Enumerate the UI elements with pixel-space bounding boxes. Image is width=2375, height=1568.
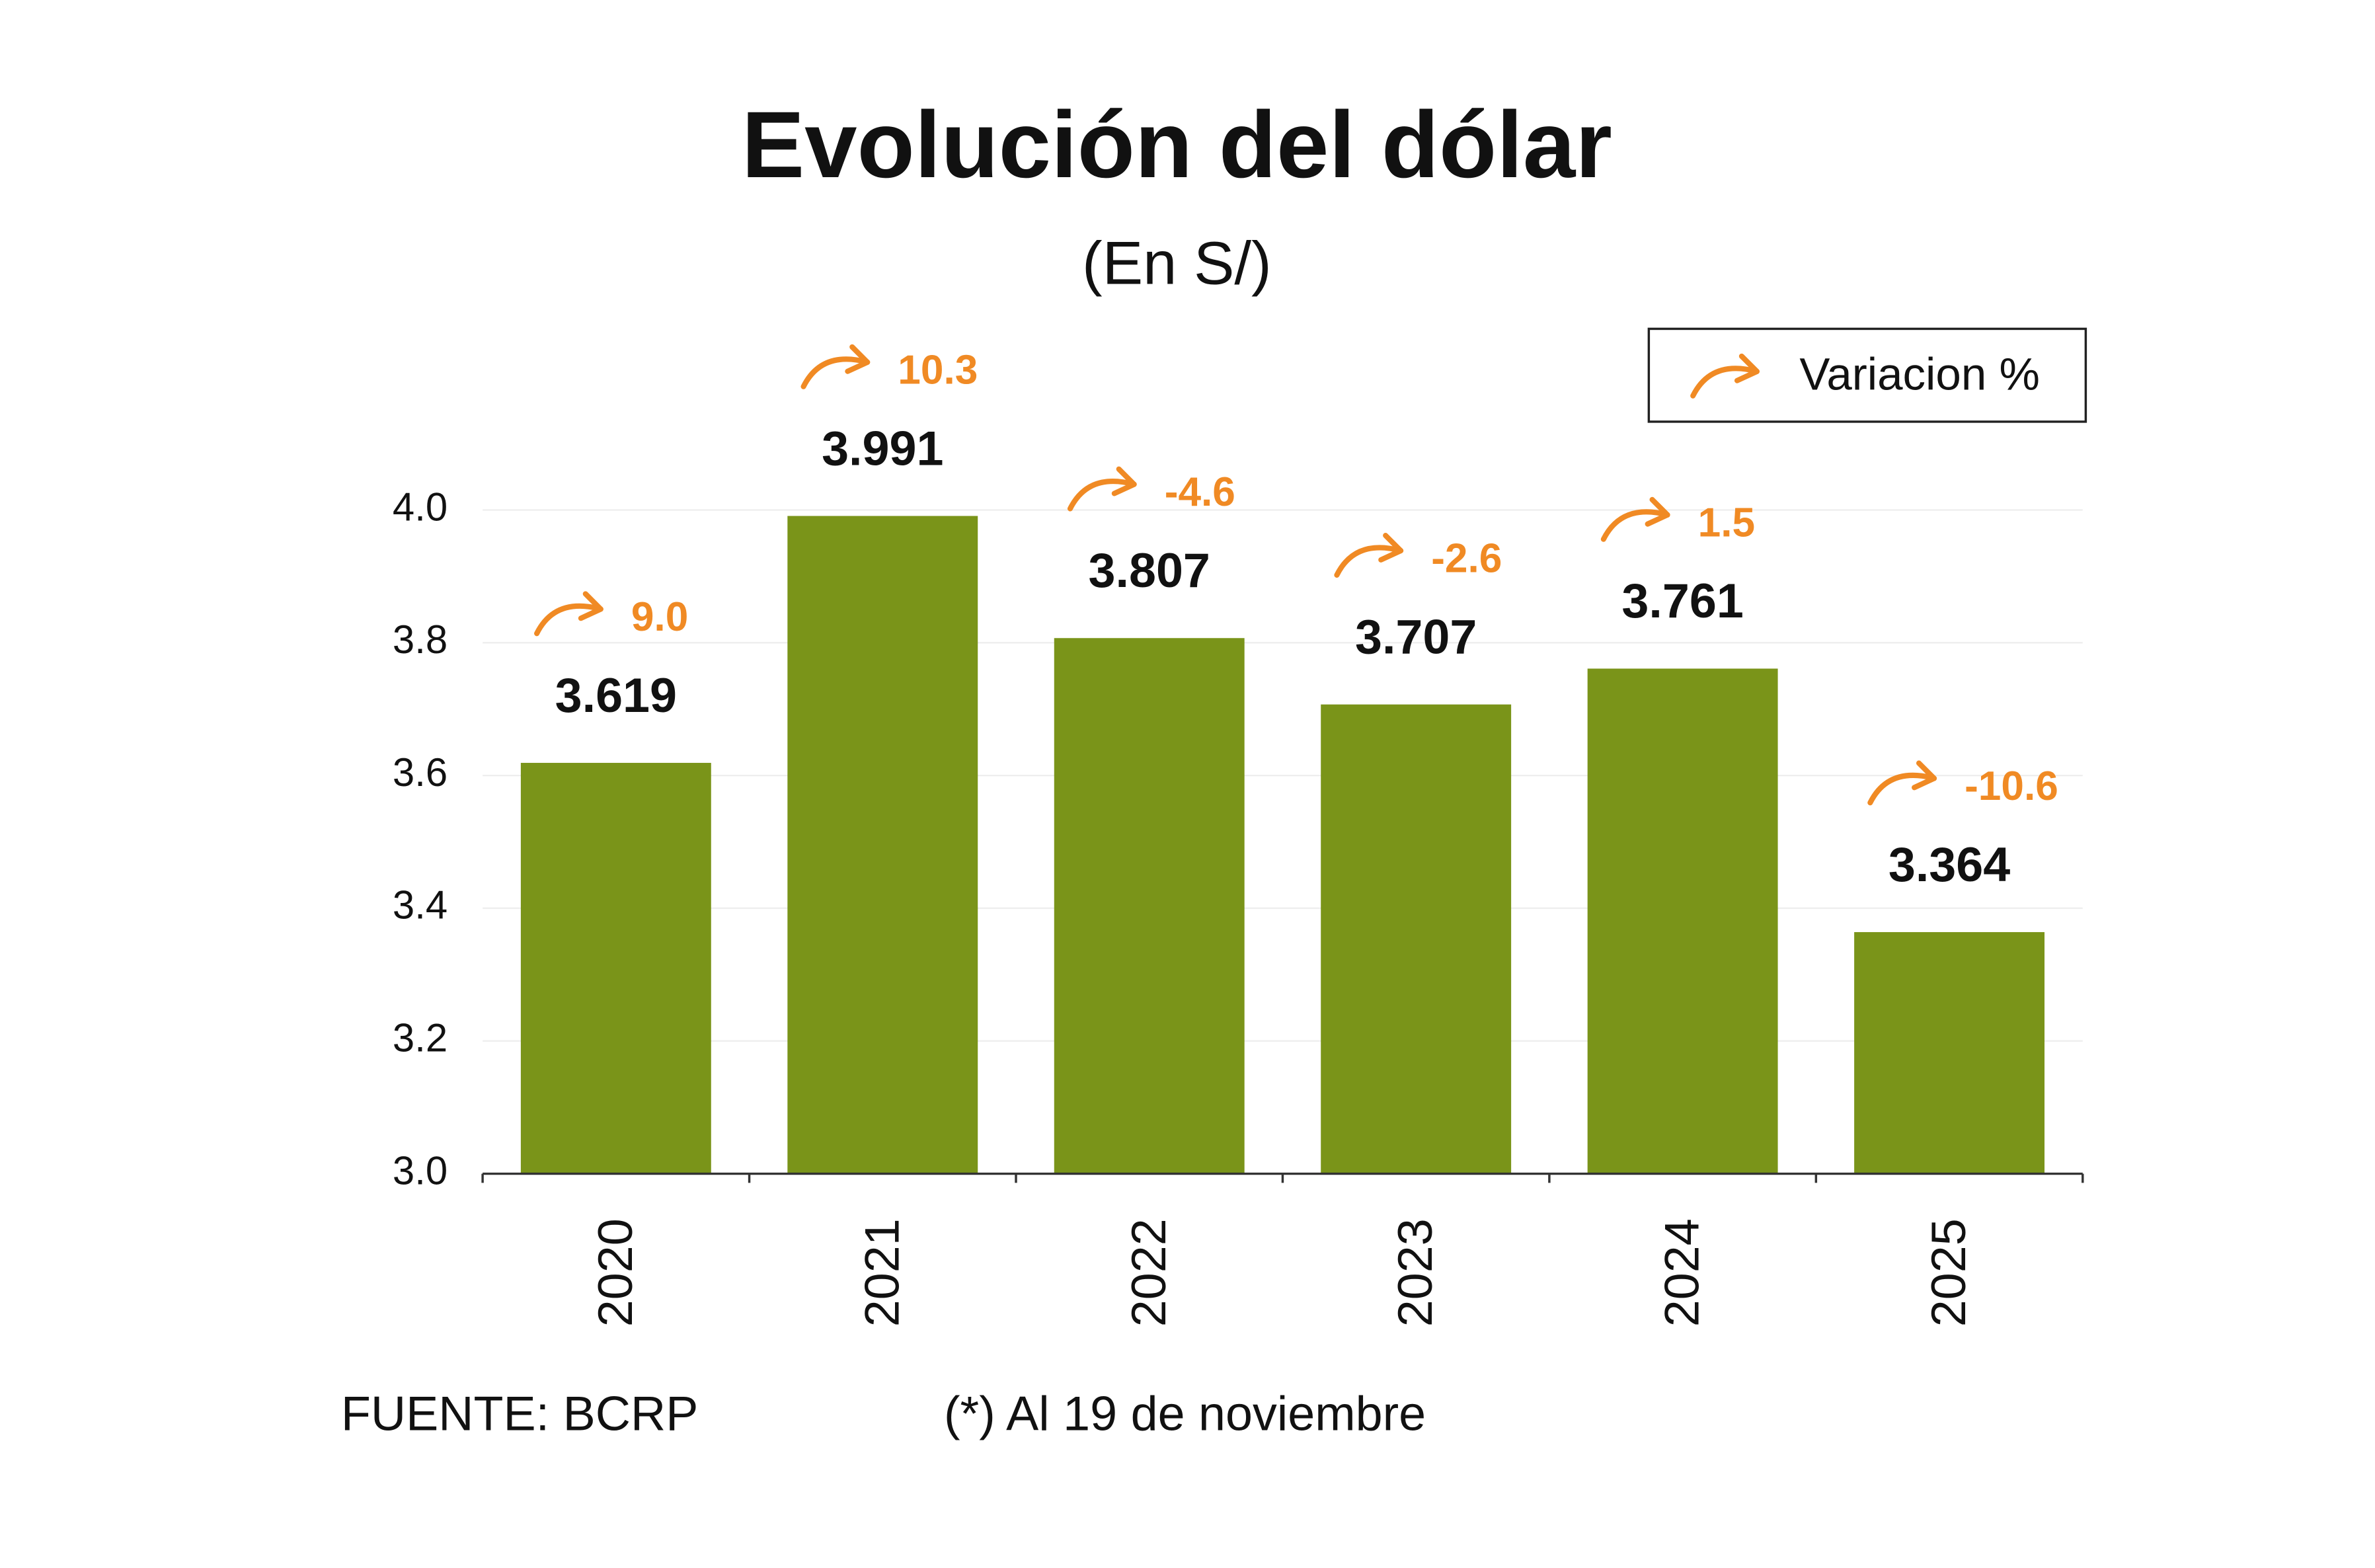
variation-arrowhead <box>1645 496 1670 527</box>
value-label: 3.807 <box>1089 543 1210 598</box>
variation-arrowhead <box>1734 353 1760 383</box>
source: FUENTE: BCRP <box>341 1386 698 1440</box>
variation-arrow <box>1067 479 1137 512</box>
x-tick-label: 2024 <box>1655 1218 1709 1327</box>
variation-label: -4.6 <box>1165 469 1235 515</box>
x-tick-label: 2023 <box>1387 1218 1442 1327</box>
y-tick-label: 3.6 <box>393 750 448 795</box>
bar <box>520 763 711 1174</box>
variation-arrowhead <box>845 344 871 374</box>
bar <box>1054 638 1245 1174</box>
chart-subtitle: (En S/) <box>1082 229 1272 297</box>
value-label: 3.619 <box>555 668 677 723</box>
bar <box>1321 704 1512 1174</box>
bar <box>1587 668 1778 1174</box>
bar <box>1854 932 2045 1174</box>
x-tick-label: 2020 <box>588 1218 642 1327</box>
legend-box <box>1647 327 2087 423</box>
note: (*) Al 19 de noviembre <box>944 1386 1426 1440</box>
variation-label: -10.6 <box>1965 764 2058 809</box>
y-tick-label: 4.0 <box>393 485 448 529</box>
y-tick-label: 3.8 <box>393 617 448 662</box>
variation-arrowhead <box>1912 760 1937 791</box>
variation-arrow <box>534 603 603 637</box>
y-tick-label: 3.0 <box>393 1148 448 1193</box>
value-label: 3.707 <box>1355 609 1477 664</box>
y-tick-label: 3.4 <box>393 883 448 927</box>
variation-label: 1.5 <box>1698 500 1755 545</box>
variation-label: 10.3 <box>898 347 978 393</box>
variation-arrow <box>1600 509 1670 542</box>
variation-arrow <box>1867 772 1937 806</box>
value-label: 3.364 <box>1888 837 2010 892</box>
bar <box>787 516 978 1174</box>
x-tick-label: 2021 <box>854 1218 909 1327</box>
x-tick-label: 2025 <box>1921 1218 1976 1327</box>
variation-arrowhead <box>578 591 603 621</box>
y-tick-label: 3.2 <box>393 1016 448 1060</box>
value-label: 3.991 <box>822 420 943 475</box>
variation-label: 9.0 <box>631 594 688 640</box>
variation-arrow <box>1690 366 1760 399</box>
variation-arrow <box>1334 545 1404 578</box>
variation-arrowhead <box>1111 466 1137 496</box>
variation-arrow <box>800 356 871 389</box>
variation-label: -2.6 <box>1431 536 1502 582</box>
legend-label: Variacion % <box>1799 348 2040 399</box>
value-label: 3.761 <box>1621 573 1743 628</box>
variation-arrowhead <box>1378 533 1404 563</box>
chart-title: Evolución del dólar <box>742 93 1612 198</box>
x-tick-label: 2022 <box>1121 1218 1176 1327</box>
